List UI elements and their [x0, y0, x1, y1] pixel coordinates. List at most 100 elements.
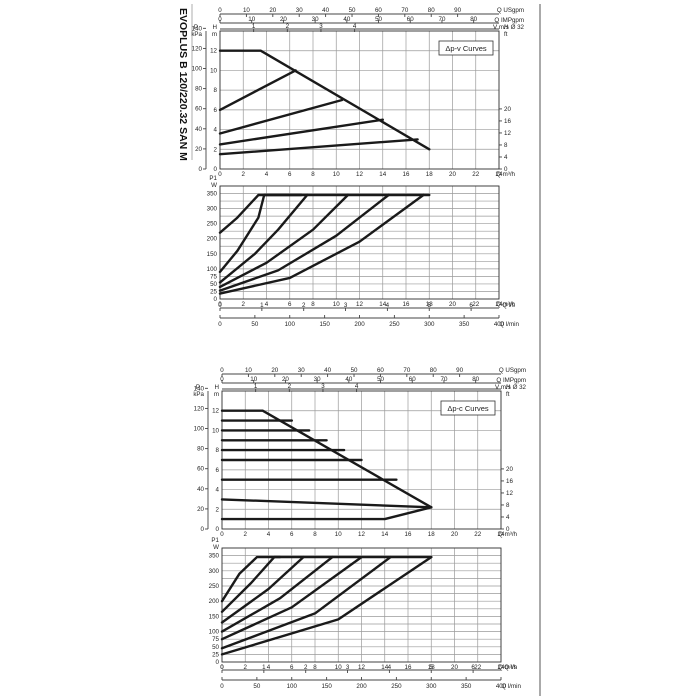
lmin-tick-label: 50 — [253, 683, 260, 690]
kpa-axis-unit: kPa — [193, 391, 204, 398]
lmin-tick-label: 150 — [319, 321, 330, 328]
ft-tick-label: 4 — [504, 154, 508, 161]
power-y-tick-label: 25 — [212, 651, 219, 658]
ls-tick-label: 1 — [262, 664, 266, 671]
power-curve — [218, 193, 303, 274]
ft-tick-label: 20 — [504, 106, 511, 113]
head-m-tick-label: 10 — [210, 67, 217, 74]
head-x-tick-label: 4 — [267, 531, 271, 538]
ls-tick-label: 2 — [304, 664, 308, 671]
power-x-tick-label: 20 — [449, 301, 456, 308]
power-curve — [218, 193, 431, 234]
usgpm-tick-label: 20 — [271, 367, 278, 374]
head-x-tick-label: 6 — [290, 531, 294, 538]
head-x-tick-label: 10 — [335, 531, 342, 538]
power-x-tick-label: 0 — [220, 664, 224, 671]
head-x-tick-label: 18 — [426, 171, 433, 178]
power-x-tick-label: 16 — [403, 301, 410, 308]
power-x-tick-label: 14 — [381, 664, 388, 671]
power-x-tick-label: 16 — [405, 664, 412, 671]
lmin-tick-label: 300 — [426, 683, 437, 690]
lmin-tick-label: 0 — [218, 321, 222, 328]
power-y-tick-label: 50 — [210, 281, 217, 288]
ft-tick-label: 20 — [506, 466, 513, 473]
ft-tick-label: 8 — [504, 142, 508, 149]
usgpm-tick-label: 30 — [298, 367, 305, 374]
power-y-tick-label: 100 — [209, 629, 220, 636]
head-m-axis-unit: m — [214, 391, 219, 398]
power-x-tick-label: 18 — [428, 664, 435, 671]
power-axis-unit: W — [211, 182, 217, 189]
head-x-tick-label: 0 — [220, 531, 224, 538]
head-m-tick-label: 6 — [216, 467, 220, 474]
impgpm-axis-label: Q IMPgpm — [496, 377, 526, 384]
ls-axis-label: Q l/s — [502, 302, 515, 309]
ft-tick-label: 4 — [506, 514, 510, 521]
power-x-tick-label: 2 — [244, 664, 248, 671]
legend-box — [438, 40, 494, 56]
lmin-tick-label: 350 — [459, 321, 470, 328]
power-y-tick-label: 200 — [207, 236, 218, 243]
power-y-tick-label: 150 — [209, 613, 220, 620]
head-x-tick-label: 2 — [242, 171, 246, 178]
power-curve — [218, 193, 425, 295]
head-m-tick-label: 8 — [214, 87, 218, 94]
power-axis-title: P1 — [209, 175, 217, 182]
head-x-tick-label: 2 — [244, 531, 248, 538]
head-x-tick-label: 12 — [356, 171, 363, 178]
power-y-tick-label: 50 — [212, 644, 219, 651]
impgpm-tick-label: 30 — [312, 16, 319, 23]
power-curve — [220, 555, 392, 650]
lmin-tick-label: 250 — [389, 321, 400, 328]
power-x-tick-label: 10 — [333, 301, 340, 308]
power-y-tick-label: 200 — [209, 598, 220, 605]
head-m-axis-unit: m — [212, 31, 217, 38]
head-x-tick-label: 20 — [449, 171, 456, 178]
head-curve — [218, 49, 431, 151]
power-x-tick-label: 24 — [496, 301, 503, 308]
ls-tick-label: 2 — [302, 302, 306, 309]
ls-tick-label: 5 — [428, 302, 432, 309]
head-m-tick-label: 2 — [214, 146, 218, 153]
kpa-tick-label: 60 — [197, 466, 204, 473]
velocity-tick-label: 3 — [319, 23, 323, 30]
head-m-tick-label: 6 — [214, 107, 218, 114]
velocity-tick-label: 2 — [288, 383, 292, 390]
lmin-tick-label: 100 — [287, 683, 298, 690]
head-m-tick-label: 0 — [214, 166, 218, 173]
ls-tick-label: 6 — [469, 302, 473, 309]
impgpm-tick-label: 70 — [441, 376, 448, 383]
kpa-tick-label: 80 — [195, 86, 202, 93]
impgpm-axis-label: Q IMPgpm — [494, 17, 524, 24]
usgpm-tick-label: 20 — [269, 7, 276, 14]
head-x-tick-label: 24 — [498, 531, 505, 538]
ls-axis-label: Q l/s — [504, 664, 517, 671]
power-curve — [218, 193, 309, 284]
head-x-tick-label: 12 — [358, 531, 365, 538]
power-curve — [220, 555, 433, 656]
usgpm-tick-label: 70 — [401, 7, 408, 14]
ft-tick-label: 8 — [506, 502, 510, 509]
head-m-tick-label: 8 — [216, 447, 220, 454]
head-m-axis-title: H — [213, 24, 217, 31]
lmin-tick-label: 300 — [424, 321, 435, 328]
head-curve — [218, 98, 344, 135]
head-x-tick-label: 18 — [428, 531, 435, 538]
usgpm-tick-label: 0 — [218, 7, 222, 14]
head-x-axis-label: Q m³/h — [496, 171, 515, 178]
power-y-tick-label: 25 — [210, 288, 217, 295]
power-curve — [218, 193, 350, 289]
velocity-tick-label: 4 — [353, 23, 357, 30]
product-title: EVOPLUS B 120/220.32 SAN M — [177, 8, 189, 161]
head-m-tick-label: 4 — [214, 127, 218, 134]
usgpm-tick-label: 90 — [454, 7, 461, 14]
power-x-tick-label: 4 — [265, 301, 269, 308]
impgpm-tick-label: 70 — [439, 16, 446, 23]
head-x-tick-label: 8 — [313, 531, 317, 538]
head-x-tick-label: 8 — [311, 171, 315, 178]
head-m-tick-label: 12 — [212, 408, 219, 415]
head-m-axis-title: H — [215, 384, 219, 391]
kpa-tick-label: 100 — [192, 66, 203, 73]
power-x-axis-label: Q m³/h — [498, 664, 517, 671]
